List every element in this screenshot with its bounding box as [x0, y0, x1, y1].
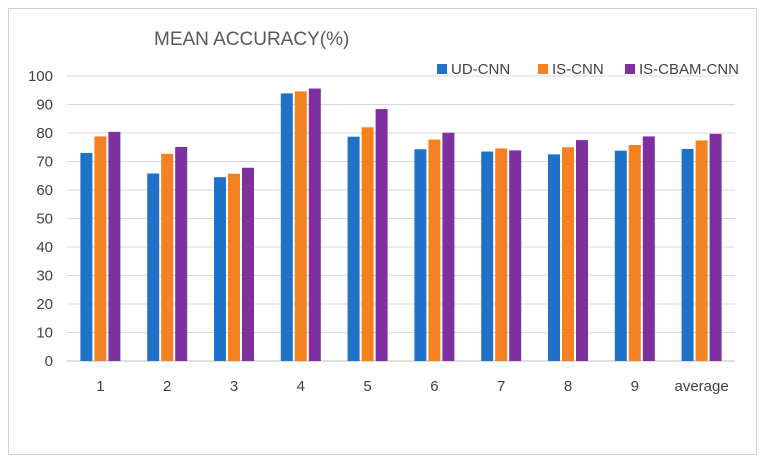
bar-is-cnn-2	[161, 153, 174, 361]
legend-label: IS-CNN	[552, 61, 604, 78]
y-tick-label: 0	[45, 353, 53, 370]
legend-swatch-is-cnn	[538, 64, 548, 74]
bar-is-cbam-cnn-2	[175, 146, 188, 361]
x-tick-label: 4	[297, 378, 305, 395]
bar-is-cnn-1	[94, 136, 107, 361]
x-tick-label: average	[674, 378, 728, 395]
bar-is-cbam-cnn-5	[375, 109, 388, 361]
bar-is-cbam-cnn-6	[442, 132, 455, 361]
bar-is-cbam-cnn-7	[509, 150, 522, 361]
x-axis-tick-labels: 1 2 3 4 5 6 7 8 9 average	[96, 378, 728, 395]
bar-is-cbam-cnn-average	[709, 133, 722, 361]
legend-label: IS-CBAM-CNN	[639, 61, 739, 78]
x-tick-label: 8	[564, 378, 572, 395]
bar-ud-cnn-3	[214, 177, 226, 361]
y-tick-label: 60	[36, 182, 53, 199]
bar-is-cnn-8	[562, 147, 574, 361]
y-tick-label: 70	[36, 154, 53, 171]
x-tick-label: 5	[363, 378, 371, 395]
y-axis-tick-labels: 0 10 20 30 40 50 60 70 80 90 100	[28, 68, 53, 370]
bar-is-cbam-cnn-8	[576, 140, 588, 361]
bars	[80, 88, 722, 361]
legend-label: UD-CNN	[451, 61, 510, 78]
bar-is-cbam-cnn-3	[242, 167, 254, 361]
y-tick-label: 10	[36, 325, 53, 342]
bar-ud-cnn-average	[681, 148, 694, 361]
x-tick-label: 9	[631, 378, 639, 395]
bar-ud-cnn-9	[614, 150, 627, 361]
bar-ud-cnn-7	[481, 151, 494, 361]
y-tick-label: 30	[36, 268, 53, 285]
x-tick-label: 2	[163, 378, 171, 395]
x-tick-label: 1	[96, 378, 104, 395]
legend-swatch-is-cbam-cnn	[625, 64, 635, 74]
bar-ud-cnn-8	[548, 154, 560, 361]
bar-is-cbam-cnn-1	[108, 131, 121, 361]
bar-ud-cnn-4	[280, 93, 293, 361]
bar-is-cnn-5	[361, 127, 374, 361]
bar-ud-cnn-1	[80, 152, 93, 361]
legend: UD-CNN IS-CNN IS-CBAM-CNN	[437, 61, 739, 78]
bar-is-cnn-3	[228, 173, 240, 361]
y-tick-label: 80	[36, 125, 53, 142]
x-tick-label: 7	[497, 378, 505, 395]
bar-is-cnn-7	[495, 148, 508, 361]
bar-is-cnn-6	[428, 139, 441, 361]
x-tick-label: 3	[230, 378, 238, 395]
bar-ud-cnn-2	[147, 173, 160, 361]
y-tick-label: 40	[36, 239, 53, 256]
bar-is-cbam-cnn-4	[308, 88, 321, 361]
y-tick-label: 90	[36, 97, 53, 114]
legend-swatch-ud-cnn	[437, 64, 447, 74]
bar-is-cbam-cnn-9	[642, 136, 655, 361]
x-tick-label: 6	[430, 378, 438, 395]
y-tick-label: 100	[28, 68, 53, 85]
bar-is-cnn-9	[628, 144, 641, 361]
y-tick-label: 20	[36, 296, 53, 313]
bar-ud-cnn-6	[414, 149, 427, 361]
bar-is-cnn-4	[294, 91, 307, 361]
bar-is-cnn-average	[695, 140, 708, 361]
y-tick-label: 50	[36, 211, 53, 228]
chart-title: MEAN ACCURACY(%)	[154, 29, 349, 50]
bar-ud-cnn-5	[347, 136, 360, 361]
